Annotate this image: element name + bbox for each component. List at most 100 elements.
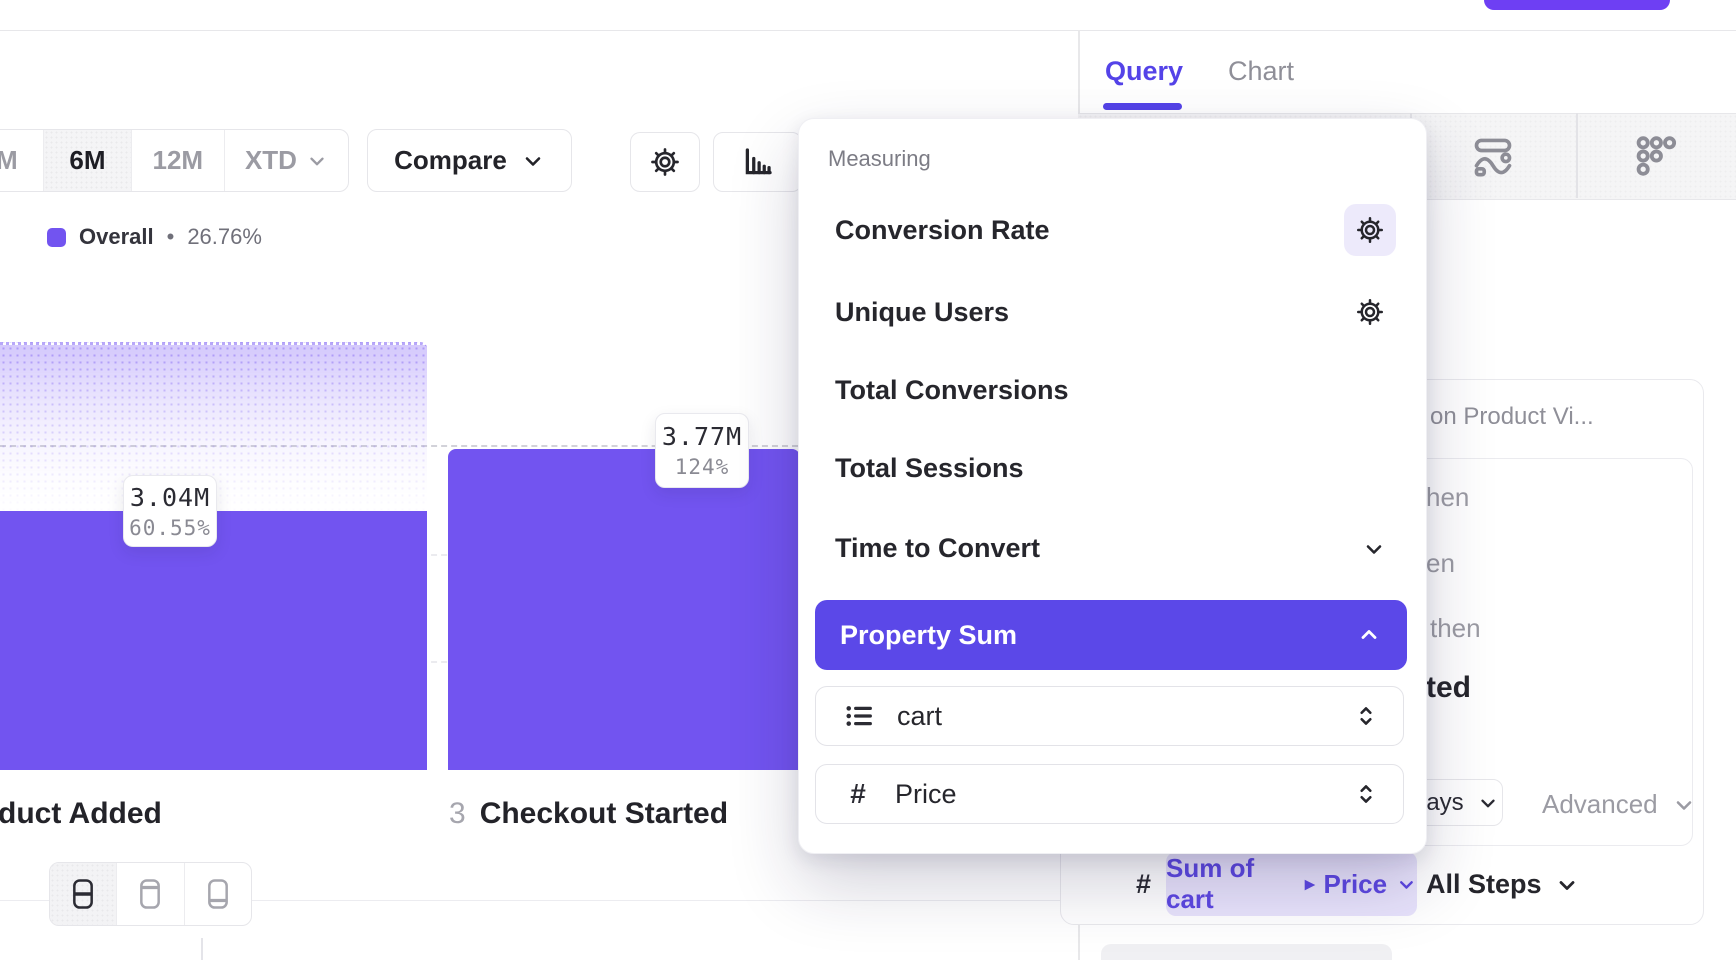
- all-steps-dropdown[interactable]: All Steps: [1426, 869, 1579, 900]
- active-tab-underline: [1103, 103, 1182, 110]
- menu-item-label: Total Conversions: [835, 374, 1069, 405]
- chip-selection: Sum of cart: [1166, 853, 1255, 914]
- bar-chart-icon: [745, 148, 772, 175]
- time-to-convert-expander[interactable]: [1362, 537, 1386, 561]
- time-range-12m-label: 12M: [152, 145, 204, 175]
- tab-query-label: Query: [1105, 56, 1184, 86]
- all-steps-label: All Steps: [1426, 869, 1542, 899]
- bar-conversion: 60.55%: [129, 515, 211, 540]
- menu-item-total-sessions[interactable]: Total Sessions: [835, 452, 1024, 484]
- gear-icon: [1357, 299, 1383, 325]
- measuring-title: Measuring: [828, 146, 931, 171]
- gridline-major: [0, 445, 798, 447]
- layout-toggle-group: [49, 862, 252, 926]
- step-name: duct Added: [0, 797, 162, 830]
- menu-item-total-conversions[interactable]: Total Conversions: [835, 374, 1069, 406]
- step-label-checkout-started: 3 Checkout Started: [449, 797, 728, 833]
- step-fragment: ted: [1426, 671, 1471, 704]
- time-range-6m-label: 6M: [69, 145, 106, 175]
- step-label-product-added: duct Added: [0, 797, 162, 833]
- time-range-xtd-label: XTD: [244, 145, 297, 175]
- layout-bottom-icon: [207, 879, 228, 909]
- chevron-down-icon: [1400, 880, 1413, 889]
- menu-item-property-sum-selected[interactable]: Property Sum: [815, 600, 1407, 670]
- tab-chart-label: Chart: [1228, 56, 1295, 86]
- layout-split-icon: [73, 879, 94, 909]
- menu-item-label: Conversion Rate: [835, 214, 1050, 245]
- compare-button[interactable]: Compare: [367, 129, 572, 192]
- funnel-bar-product-added[interactable]: [0, 511, 427, 770]
- chart-settings-button[interactable]: [630, 132, 700, 192]
- delays-label-fragment: lays: [1421, 788, 1464, 816]
- chevron-down-icon: [525, 156, 541, 166]
- layout-bottom-toggle[interactable]: [185, 863, 251, 925]
- flows-icon: [1474, 138, 1512, 177]
- table-column-divider: [201, 938, 203, 960]
- header-primary-button[interactable]: [1484, 0, 1670, 10]
- compare-label: Compare: [394, 145, 507, 175]
- tab-chart[interactable]: Chart: [1228, 56, 1294, 87]
- step-fragment: en: [1426, 548, 1455, 578]
- unique-users-settings-button[interactable]: [1344, 286, 1396, 338]
- bar-tooltip: 3.04M 60.55%: [123, 475, 217, 547]
- chart-type-button[interactable]: [713, 132, 802, 192]
- legend-swatch: [47, 227, 66, 247]
- gear-icon: [1357, 217, 1383, 243]
- property-sum-label: Property Sum: [840, 619, 1018, 650]
- tab-query[interactable]: Query: [1105, 56, 1183, 87]
- chevron-down-icon: [1366, 545, 1382, 554]
- menu-item-label: Unique Users: [835, 296, 1010, 327]
- layout-top-icon: [140, 879, 161, 909]
- bar-value: 3.77M: [661, 422, 743, 451]
- time-range-3m[interactable]: 3M: [0, 130, 45, 191]
- property-type-symbol: #: [1136, 869, 1152, 899]
- step-name: Checkout Started: [479, 797, 729, 830]
- chevron-down-icon: [1559, 880, 1574, 890]
- gear-icon: [651, 148, 679, 176]
- legend-value: 26.76%: [187, 224, 262, 249]
- menu-item-time-to-convert[interactable]: Time to Convert: [835, 532, 1040, 564]
- layout-top-toggle[interactable]: [117, 863, 185, 925]
- bar-conversion: 124%: [674, 455, 730, 479]
- time-range-xtd[interactable]: XTD: [225, 130, 348, 191]
- layout-split-toggle[interactable]: [50, 863, 118, 925]
- list-icon: [846, 706, 872, 726]
- chip-arrow: ▸: [1304, 873, 1315, 895]
- field-select-value: Price: [895, 778, 957, 809]
- chart-bottom-divider: [0, 900, 1078, 901]
- advanced-dropdown[interactable]: Advanced: [1542, 789, 1696, 820]
- menu-item-conversion-rate[interactable]: Conversion Rate: [835, 214, 1050, 246]
- chevron-down-icon: [1676, 800, 1691, 810]
- entity-select-value: cart: [897, 700, 943, 731]
- menu-item-unique-users[interactable]: Unique Users: [835, 296, 1009, 328]
- updown-icon: [1360, 707, 1372, 725]
- menu-item-label: Total Sessions: [835, 452, 1024, 483]
- viz-dots-button[interactable]: [1634, 134, 1678, 178]
- menu-item-label: Time to Convert: [835, 532, 1041, 563]
- viz-flows-button[interactable]: [1471, 134, 1515, 178]
- conversion-rate-settings-button[interactable]: [1344, 204, 1396, 256]
- next-row-peek: [1101, 944, 1392, 960]
- property-entity-select[interactable]: cart: [815, 686, 1404, 746]
- property-field-select[interactable]: # Price: [815, 764, 1404, 824]
- time-range-12m[interactable]: 12M: [132, 130, 225, 191]
- band-divider: [1576, 113, 1578, 198]
- legend-overall[interactable]: Overall • 26.76%: [47, 224, 262, 250]
- chevron-up-icon: [1361, 630, 1377, 639]
- top-header: [0, 0, 1736, 31]
- legend-name: Overall: [79, 224, 154, 249]
- time-range-6m[interactable]: 6M: [44, 130, 132, 191]
- step-number: 3: [449, 797, 466, 830]
- time-range-group: 3M 6M 12M XTD: [0, 129, 349, 192]
- legend-separator: •: [166, 224, 175, 249]
- bar-value: 3.04M: [129, 482, 211, 512]
- updown-icon: [1360, 785, 1372, 803]
- advanced-label: Advanced: [1542, 789, 1658, 819]
- bar-tooltip: 3.77M 124%: [655, 413, 749, 488]
- funnel-bar-checkout-started[interactable]: [448, 449, 800, 770]
- card-title-fragment: on Product Vi...: [1430, 403, 1594, 430]
- chip-property: Price: [1323, 868, 1388, 899]
- dots-grid-icon: [1636, 136, 1677, 176]
- sum-of-cart-price-chip[interactable]: Sum of cart ▸ Price: [1166, 852, 1417, 916]
